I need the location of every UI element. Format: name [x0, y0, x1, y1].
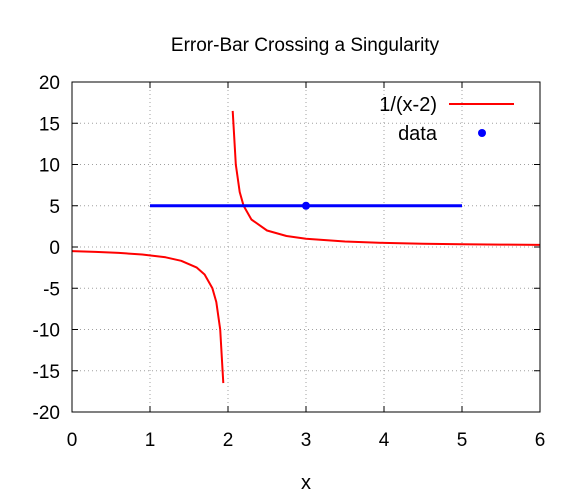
chart-title: Error-Bar Crossing a Singularity [171, 35, 440, 56]
grid-lines [72, 82, 540, 412]
legend-marker-series-2 [478, 129, 486, 137]
y-tick-label: 0 [49, 238, 60, 259]
x-tick-label: 2 [223, 430, 234, 451]
y-tick-label: -15 [33, 362, 60, 383]
series-line-1-branch-2 [231, 110, 541, 246]
y-tick-label: -5 [43, 279, 60, 300]
data-point [302, 201, 310, 210]
plot-area [71, 110, 541, 384]
x-tick-label: 4 [379, 430, 390, 451]
x-tick-label: 0 [67, 430, 78, 451]
x-tick-label: 5 [457, 430, 468, 451]
y-tick-label: 15 [39, 114, 60, 135]
x-tick-label: 3 [301, 430, 312, 451]
legend-label-series-2: data [398, 123, 438, 145]
legend-label-series-1: 1/(x-2) [379, 94, 437, 116]
y-tick-label: -10 [33, 321, 60, 342]
y-tick-label: -20 [33, 403, 60, 424]
x-tick-label: 1 [145, 430, 156, 451]
x-tick-labels: 0 1 2 3 4 5 6 [67, 430, 546, 451]
legend: 1/(x-2) data [379, 94, 514, 145]
y-tick-label: 10 [39, 156, 60, 177]
y-tick-label: 5 [49, 197, 60, 218]
series-line-1-branch-1 [71, 250, 225, 384]
plot-frame [71, 81, 541, 413]
y-tick-label: 20 [39, 73, 60, 94]
x-tick-label: 6 [535, 430, 546, 451]
x-axis-label: x [301, 472, 311, 494]
y-tick-labels: 20 15 10 5 0 -5 -10 -15 -20 [33, 73, 60, 424]
